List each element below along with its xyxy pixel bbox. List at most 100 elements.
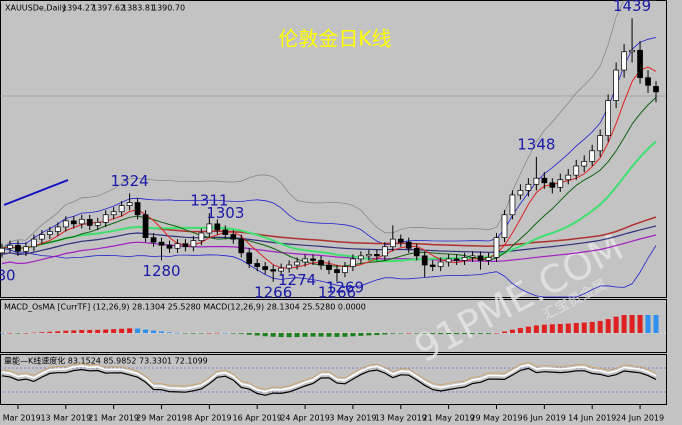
oscillator-line xyxy=(1,363,657,393)
price-annotation: 1439 xyxy=(613,0,651,15)
candle-body xyxy=(326,264,332,270)
macd-bar xyxy=(454,333,460,335)
macd-bar xyxy=(414,333,420,334)
candle-body xyxy=(589,150,596,162)
candle-body xyxy=(613,69,619,101)
candle-body xyxy=(525,183,532,191)
candle-body xyxy=(350,258,356,267)
macd-bar xyxy=(63,330,69,333)
candle-body xyxy=(374,254,380,257)
candle-body xyxy=(190,240,197,248)
candle-body xyxy=(182,243,189,248)
macd-bar xyxy=(462,333,468,334)
macd-bar xyxy=(15,333,21,334)
candle-body xyxy=(294,261,300,266)
candle-body xyxy=(15,244,21,252)
macd-bar xyxy=(238,333,244,334)
macd-bar xyxy=(302,333,308,337)
x-tick-label: 29 May 2019 xyxy=(470,414,522,423)
macd-bar xyxy=(509,329,515,333)
candle-body xyxy=(509,194,516,216)
candle-body xyxy=(445,258,452,263)
candle-body xyxy=(358,255,364,260)
x-tick-label: 24 Jun 2019 xyxy=(616,414,664,423)
candle-body xyxy=(286,264,292,269)
macd-bar xyxy=(222,332,228,334)
price-annotation: 1269 xyxy=(326,279,364,297)
macd-bar xyxy=(0,333,5,334)
macd-bar xyxy=(254,333,260,336)
candle-body xyxy=(39,234,45,240)
candle-body xyxy=(637,49,643,79)
candle-body xyxy=(214,223,221,231)
candle-body xyxy=(134,202,141,216)
macd-bar xyxy=(382,333,388,335)
macd-bar xyxy=(127,328,133,333)
macd-bar xyxy=(326,333,332,337)
macd-bar xyxy=(533,325,539,333)
candle-body xyxy=(54,226,61,232)
macd-bar xyxy=(151,330,157,333)
candle-body xyxy=(302,258,308,263)
candle-body xyxy=(238,238,245,254)
candle-body xyxy=(421,255,428,266)
header-value: 1383.81 xyxy=(122,4,155,13)
macd-bar xyxy=(621,315,627,333)
macd-bar xyxy=(214,332,220,334)
price-annotation: 1266 xyxy=(318,283,356,301)
macd-bar xyxy=(581,322,587,333)
candle-body xyxy=(262,266,269,270)
macd-bar xyxy=(166,332,172,333)
candle-body xyxy=(397,238,404,243)
candle-body xyxy=(413,247,420,257)
macd-bar xyxy=(278,333,284,338)
macd-bar xyxy=(358,333,364,336)
candle-body xyxy=(230,234,237,240)
candle-body xyxy=(254,263,261,267)
symbol: XAUUSDe,Daily xyxy=(5,4,67,13)
candle-body xyxy=(278,267,284,272)
macd-bar xyxy=(438,333,444,335)
macd-bar xyxy=(430,333,436,334)
macd-bar xyxy=(517,328,523,333)
x-tick-label: 29 Mar 2019 xyxy=(136,414,187,423)
price-annotation: 1266 xyxy=(254,283,292,301)
x-tick-label: 8 Apr 2019 xyxy=(187,414,231,423)
macd-bar xyxy=(246,333,252,335)
candle-body xyxy=(381,246,388,257)
price-annotation: 1348 xyxy=(517,135,555,153)
main-pane xyxy=(0,0,667,298)
macd-bar xyxy=(310,333,316,337)
candle-body xyxy=(334,269,340,273)
macd-bar xyxy=(318,333,324,337)
macd-bar xyxy=(159,331,165,333)
candle-body xyxy=(142,214,149,238)
x-tick-label: 13 May 2019 xyxy=(375,414,427,423)
macd-bar xyxy=(390,333,396,334)
candle-body xyxy=(405,241,412,249)
candle-body xyxy=(429,264,436,267)
candle-body xyxy=(366,254,372,257)
candle-body xyxy=(533,177,540,185)
candle-body xyxy=(174,243,181,249)
candle-body xyxy=(47,231,53,235)
macd-bar xyxy=(573,323,579,333)
chart-title: 伦敦金日K线 xyxy=(278,27,391,51)
macd-bar xyxy=(597,320,603,333)
macd-bar xyxy=(206,332,212,334)
macd-bar xyxy=(422,333,428,334)
candle-body xyxy=(94,222,101,226)
price-annotation: 1274 xyxy=(278,271,316,289)
x-tick-label: 16 Apr 2019 xyxy=(232,414,281,423)
macd-bar xyxy=(143,329,149,333)
x-tick-label: 24 Apr 2019 xyxy=(280,414,329,423)
candle-body xyxy=(653,86,659,93)
macd-bar xyxy=(565,323,571,333)
candle-body xyxy=(645,77,651,86)
macd-bar xyxy=(190,333,196,334)
candle-body xyxy=(222,229,229,235)
macd-bar xyxy=(103,329,109,333)
indicator-line xyxy=(1,37,657,249)
indicator-label: MACD_OsMA [CurrTF] (12,26,9) 28.1304 25.… xyxy=(4,303,366,312)
